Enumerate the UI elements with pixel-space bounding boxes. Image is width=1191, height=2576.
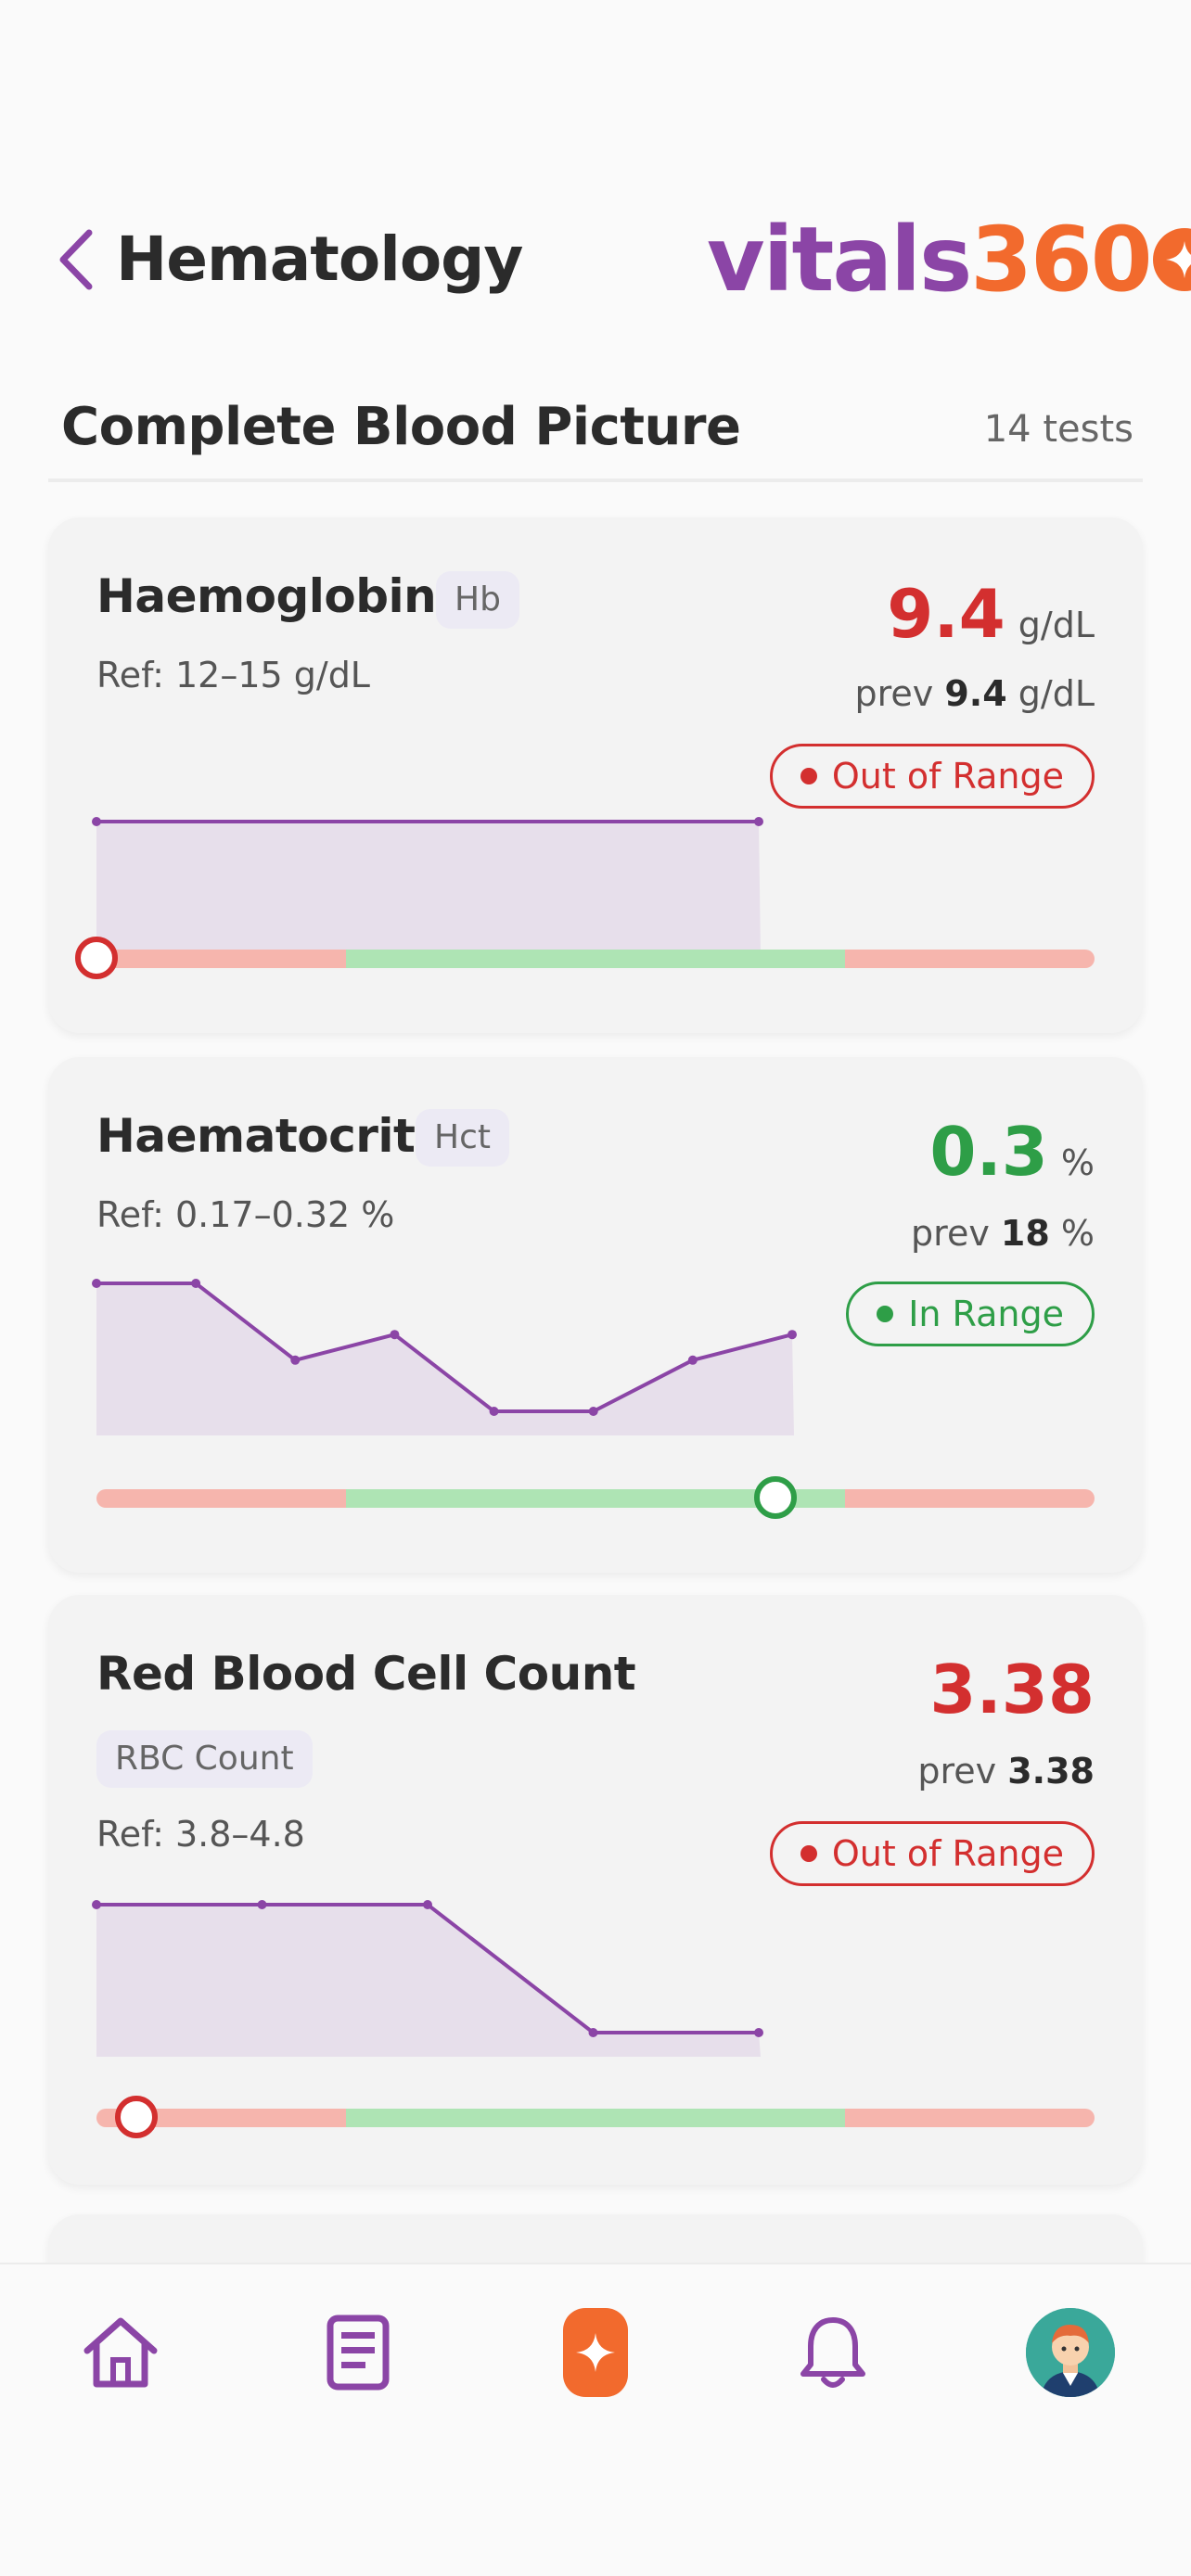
trend-area xyxy=(96,1905,761,2057)
test-abbreviation: Hct xyxy=(416,1109,509,1167)
current-value: 3.38 xyxy=(929,1651,1095,1728)
status-label: Out of Range xyxy=(831,1833,1064,1874)
logo-text-vitals: vitals xyxy=(707,208,972,312)
trend-point xyxy=(257,1900,267,1909)
trend-point xyxy=(788,1330,797,1340)
home-icon xyxy=(83,2317,158,2388)
current-value: 9.4 g/dL xyxy=(887,575,1095,653)
section-title: Complete Blood Picture xyxy=(61,397,741,457)
bell-icon xyxy=(800,2317,865,2388)
page-title: Hematology xyxy=(116,223,523,295)
range-marker xyxy=(75,937,118,979)
previous-value: prev 3.38 xyxy=(917,1751,1095,1792)
report-icon xyxy=(327,2315,390,2391)
nav-notifications[interactable] xyxy=(787,2306,879,2399)
reference-range: Ref: 0.17–0.32 % xyxy=(96,1194,395,1235)
range-marker xyxy=(753,1476,797,1519)
trend-sparkline xyxy=(92,817,763,955)
trend-point xyxy=(754,2028,763,2037)
test-card-haemoglobin[interactable]: Haemoglobin Hb Ref: 12–15 g/dL 9.4 g/dL … xyxy=(48,517,1143,1033)
trend-point xyxy=(290,1355,301,1365)
value-unit: % xyxy=(1060,1142,1095,1183)
trend-point xyxy=(423,1900,432,1909)
value-number: 3.38 xyxy=(929,1651,1095,1728)
nav-vitals[interactable] xyxy=(549,2306,642,2399)
trend-sparkline xyxy=(92,1279,797,1435)
bottom-navigation xyxy=(0,2263,1191,2576)
value-number: 0.3 xyxy=(929,1113,1048,1191)
trend-point xyxy=(92,1900,101,1909)
trend-point xyxy=(390,1330,400,1340)
range-bar xyxy=(96,1476,1095,1519)
test-abbreviation: Hb xyxy=(436,571,519,629)
nav-profile[interactable] xyxy=(1024,2306,1117,2399)
trend-point xyxy=(588,1407,598,1416)
status-dot xyxy=(800,1845,817,1862)
trend-point xyxy=(754,817,763,826)
profile-avatar xyxy=(1026,2308,1115,2397)
test-name: Haemoglobin xyxy=(96,569,437,623)
trend-point xyxy=(489,1407,499,1416)
status-label: In Range xyxy=(908,1294,1064,1334)
range-marker xyxy=(115,2096,159,2138)
range-bar xyxy=(75,937,1095,979)
trend-point xyxy=(92,1279,101,1288)
reference-range: Ref: 3.8–4.8 xyxy=(96,1814,305,1855)
reference-range: Ref: 12–15 g/dL xyxy=(96,655,370,695)
trend-area xyxy=(96,1283,794,1435)
trend-point xyxy=(92,817,101,826)
trend-area xyxy=(96,822,761,955)
logo-star-icon xyxy=(1152,228,1191,291)
chevron-left-icon xyxy=(59,229,93,290)
vitals-star-icon xyxy=(576,2333,615,2372)
test-name: Haematocrit xyxy=(96,1109,416,1163)
trend-sparkline xyxy=(92,1900,763,2057)
previous-value: prev 18 % xyxy=(911,1213,1095,1254)
status-label: Out of Range xyxy=(831,756,1064,797)
trend-point xyxy=(687,1355,698,1365)
current-value: 0.3 % xyxy=(929,1113,1095,1191)
status-badge: Out of Range xyxy=(769,1821,1095,1886)
status-dot xyxy=(877,1306,894,1322)
back-button[interactable] xyxy=(56,223,102,297)
status-badge: In Range xyxy=(846,1282,1095,1346)
range-bar xyxy=(96,2096,1095,2138)
vitals-star-button xyxy=(563,2308,628,2397)
vitals360-logo: vitals 360 xyxy=(707,209,1191,311)
value-number: 9.4 xyxy=(887,575,1005,653)
trend-point xyxy=(588,2028,598,2037)
nav-home[interactable] xyxy=(74,2306,167,2399)
status-dot xyxy=(800,768,817,784)
test-count: 14 tests xyxy=(983,408,1133,451)
value-unit: g/dL xyxy=(1018,605,1095,645)
test-card-rbc-count[interactable]: Red Blood Cell Count RBC Count Ref: 3.8–… xyxy=(48,1595,1143,2185)
trend-line xyxy=(96,1282,793,1413)
header: Hematology vitals 360 xyxy=(0,204,1191,315)
test-abbreviation: RBC Count xyxy=(96,1730,313,1788)
section-header: Complete Blood Picture 14 tests xyxy=(48,380,1143,482)
status-badge: Out of Range xyxy=(769,744,1095,809)
logo-text-360: 360 xyxy=(970,208,1152,312)
test-card-haematocrit[interactable]: Haematocrit Hct Ref: 0.17–0.32 % 0.3 % p… xyxy=(48,1057,1143,1573)
previous-value: prev 9.4 g/dL xyxy=(854,673,1095,714)
nav-reports[interactable] xyxy=(312,2306,404,2399)
test-name: Red Blood Cell Count xyxy=(96,1647,636,1701)
trend-point xyxy=(191,1279,201,1288)
